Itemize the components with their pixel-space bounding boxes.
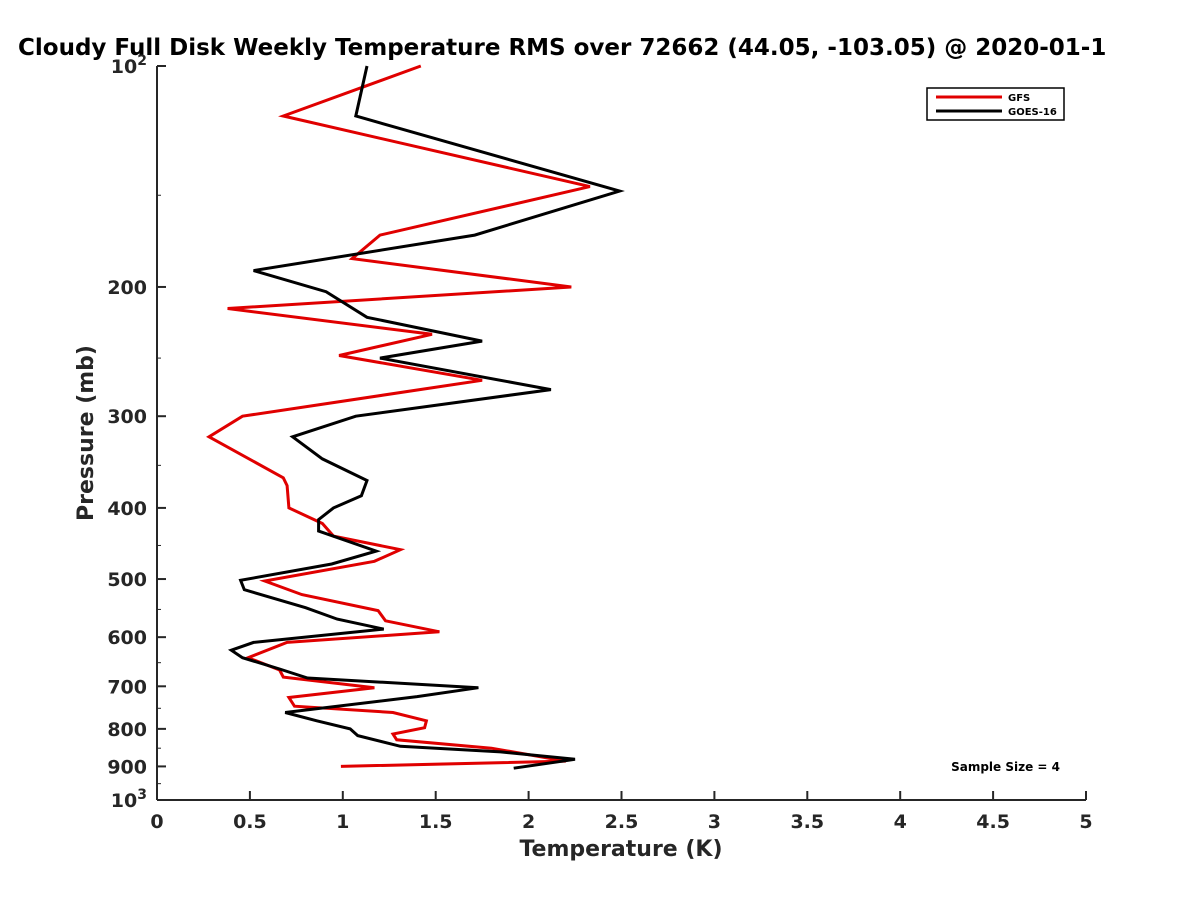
y-tick-label: 103 (111, 787, 147, 812)
x-tick-label: 2.5 (605, 811, 639, 833)
axes: 0 0.5 1 1.5 2 2.5 3 3.5 4 4.5 5 102 200 300 400 500 600 7… (107, 53, 1092, 833)
y-tick-label: 102 (111, 53, 147, 78)
y-tick-label: 400 (107, 498, 147, 520)
x-tick-label: 0 (150, 811, 163, 833)
y-tick-label: 500 (107, 569, 147, 591)
x-tick-label: 4.5 (976, 811, 1010, 833)
chart-title: Cloudy Full Disk Weekly Temperature RMS … (18, 35, 1106, 61)
x-tick-label: 0.5 (233, 811, 267, 833)
y-tick-label: 900 (107, 756, 147, 778)
y-tick-label: 300 (107, 406, 147, 428)
legend-label-gfs: GFS (1008, 93, 1030, 104)
x-tick-label: 2 (522, 811, 535, 833)
y-tick-label: 700 (107, 676, 147, 698)
y-tick-label: 200 (107, 277, 147, 299)
x-tick-label: 3.5 (790, 811, 824, 833)
x-axis-label: Temperature (K) (519, 837, 722, 862)
x-tick-label: 5 (1079, 811, 1092, 833)
x-tick-label: 1 (336, 811, 349, 833)
y-tick-label: 600 (107, 627, 147, 649)
sample-size-annotation: Sample Size = 4 (951, 760, 1060, 774)
x-tick-label: 1.5 (419, 811, 453, 833)
legend-label-goes-16: GOES-16 (1008, 107, 1057, 118)
legend-box (926, 87, 1065, 121)
x-tick-label: 4 (894, 811, 907, 833)
series-line-gfs (206, 64, 591, 768)
y-axis-label: Pressure (mb) (74, 345, 99, 521)
series-layer (206, 64, 625, 770)
y-tick-label: 800 (107, 719, 147, 741)
x-tick-label: 3 (708, 811, 721, 833)
series-line-goes-16 (227, 65, 625, 770)
legend: GFS GOES-16 (926, 87, 1065, 121)
